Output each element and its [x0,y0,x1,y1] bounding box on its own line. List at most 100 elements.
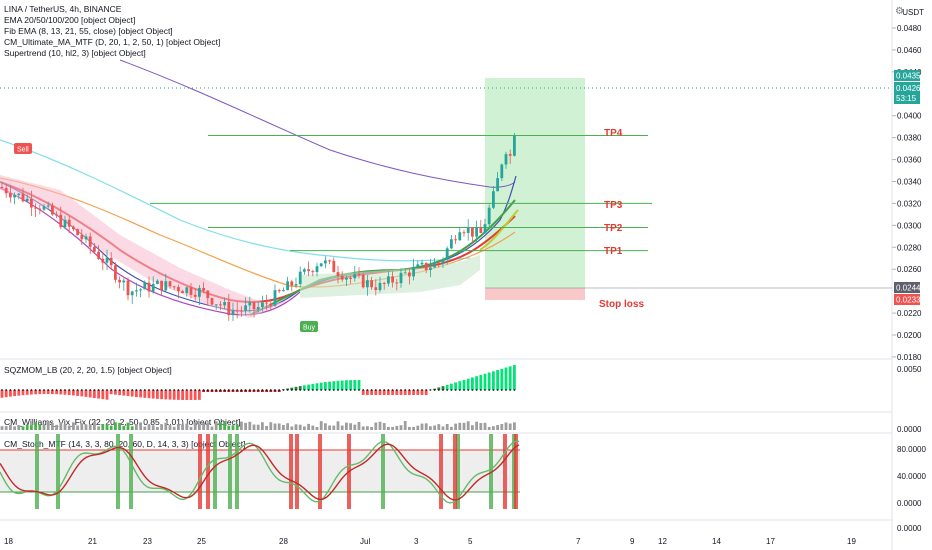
wvf-bar [38,424,42,430]
ma-blue-line [0,175,517,312]
candle-body [282,290,285,292]
time-tick-label: 18 [4,537,13,546]
candle-body [437,262,441,264]
stoch-legend[interactable]: CM_Stoch_MTF (14, 3, 3, 80, 20, 60, D, 1… [4,439,246,449]
sqz-zero-dot [122,389,125,391]
candle-body [105,257,109,263]
candle-body [269,303,273,306]
stoch-overbought-highlight [198,434,202,509]
sqz-zero-dot [505,389,507,391]
candle-body [172,286,176,288]
wvf-bar [88,424,92,430]
stoch-overbought-highlight [439,434,443,509]
wvf-bar [181,424,184,430]
sqz-histogram-bar [67,390,71,396]
wvf-bar [214,421,218,430]
stoch-tick-40: 40.0000 [897,472,926,481]
sqz-histogram-bar [462,379,466,390]
wvf-bar [4,426,8,430]
wvf-bar [84,424,88,430]
sqz-histogram-bar [336,380,340,390]
sqz-histogram-bar [177,390,180,400]
sqz-histogram-bar [466,378,470,390]
candle-body [391,276,394,283]
wvf-bar [277,423,281,430]
sqz-zero-dot [467,389,470,391]
sqz-zero-dot [500,389,503,391]
sqzmom-legend[interactable]: SQZMOM_LB (20, 2, 20, 1.5) [object Objec… [4,365,172,375]
indicator-legend: LINA / TetherUS, 4h, BINANCE EMA 20/50/1… [4,4,220,59]
sqz-histogram-bar [88,390,92,398]
sqz-zero-dot [303,389,306,391]
wvf-bar [21,426,25,430]
price-tick-label: 0.0180 [897,353,922,362]
wvf-bar [265,425,268,430]
sqz-zero-dot [5,389,8,391]
sqz-histogram-bar [80,390,84,397]
time-tick-label: 7 [576,537,581,546]
sqz-zero-dot [261,389,264,391]
wvf-bar [345,422,348,430]
symbol-title[interactable]: LINA / TetherUS, 4h, BINANCE [4,4,122,14]
sqz-histogram-bar [72,390,75,396]
settings-icon[interactable]: ⚙ [895,6,904,17]
candle-body [88,236,92,247]
sqz-histogram-bar [105,390,109,400]
price-tick-label: 0.0280 [897,243,922,252]
candle-body [345,277,348,280]
wvf-bar [332,425,336,430]
wvf-bar [424,423,428,430]
candle-body [240,310,243,312]
sqz-histogram-bar [307,384,310,390]
wvf-bar [454,423,457,430]
candle-body [252,302,256,310]
wvf-bar [147,424,151,430]
candle-body [231,310,235,316]
sqz-zero-dot [177,389,180,391]
legend-fib-ema[interactable]: Fib EMA (8, 13, 21, 55, close) [object O… [4,26,173,36]
candle-body [214,304,218,306]
sqz-histogram-bar [378,390,382,395]
sqz-zero-dot [265,389,268,391]
target-zone [485,78,585,288]
sqz-histogram-bar [361,390,365,395]
wvf-bar [80,423,84,430]
sqz-zero-dot [412,389,415,391]
wvf-bar [59,422,63,430]
candle-body [466,227,470,233]
time-tick-label: 25 [197,537,206,546]
sqz-histogram-bar [4,390,8,398]
wvf-bar [374,422,378,430]
time-tick-label: 19 [847,537,856,546]
candle-body [193,294,197,297]
legend-ema[interactable]: EMA 20/50/100/200 [object Object] [4,15,136,25]
candle-body [471,227,474,237]
legend-cm-ultimate-ma[interactable]: CM_Ultimate_MA_MTF (D, 20, 1, 2, 50, 1) … [4,37,221,47]
sell-signal-badge [14,143,32,154]
sqz-histogram-bar [25,390,29,395]
legend-supertrend[interactable]: Supertrend (10, hl2, 3) [object Object] [4,48,146,58]
ema-200-line [119,59,516,188]
sqz-histogram-bar [454,382,457,390]
wvf-bar [261,422,264,430]
wvf-bar [391,426,394,430]
sqz-histogram-bar [168,390,172,400]
stoch-overbought-highlight [206,434,210,509]
sqz-zero-dot [425,389,428,391]
wvf-legend[interactable]: CM_Williams_Vix_Fix (22, 20, 2, 50, 0.85… [4,417,241,427]
wvf-bar [244,422,247,430]
sqz-zero-dot [164,389,167,391]
sell-signal-label: Sell [17,147,29,154]
sqz-zero-dot [374,389,377,391]
stoch-overbought-highlight [514,434,518,509]
wvf-bar [441,426,445,430]
sqz-zero-dot [257,389,260,391]
candle-body [370,280,373,288]
price-tick-label: 0.0380 [897,134,922,143]
sqz-histogram-bar [500,368,504,390]
sqz-zero-dot [332,389,335,391]
sqz-histogram-bar [391,390,394,395]
wvf-bar [395,425,399,430]
sqz-histogram-bar [214,390,218,392]
